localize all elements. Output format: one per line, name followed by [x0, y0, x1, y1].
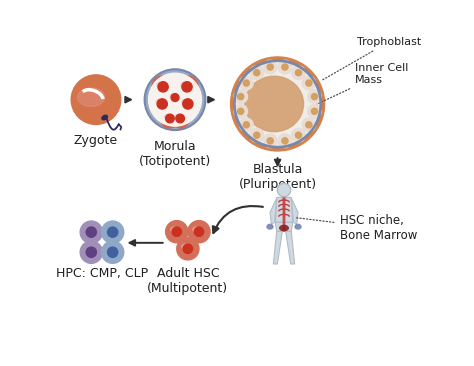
Circle shape	[177, 93, 199, 115]
Polygon shape	[275, 223, 292, 231]
Ellipse shape	[170, 94, 175, 98]
Circle shape	[171, 94, 179, 101]
Circle shape	[267, 138, 273, 144]
Circle shape	[239, 118, 253, 132]
Circle shape	[161, 109, 179, 128]
Circle shape	[152, 76, 174, 98]
Circle shape	[108, 227, 118, 237]
Circle shape	[101, 221, 124, 243]
Text: HSC niche,
Bone Marrow: HSC niche, Bone Marrow	[296, 214, 417, 242]
Ellipse shape	[181, 82, 188, 87]
Circle shape	[295, 132, 301, 138]
Circle shape	[165, 221, 188, 243]
Circle shape	[277, 183, 291, 197]
Circle shape	[302, 76, 316, 90]
Circle shape	[282, 64, 288, 70]
Circle shape	[243, 122, 249, 128]
Ellipse shape	[245, 76, 303, 132]
Circle shape	[194, 227, 204, 236]
Circle shape	[311, 94, 318, 100]
Circle shape	[234, 61, 321, 147]
Circle shape	[101, 241, 124, 263]
Circle shape	[237, 94, 244, 100]
Polygon shape	[275, 197, 292, 223]
Circle shape	[86, 247, 96, 257]
Polygon shape	[270, 198, 277, 224]
Circle shape	[306, 80, 312, 86]
Ellipse shape	[193, 227, 200, 232]
Ellipse shape	[175, 115, 181, 119]
Circle shape	[171, 109, 190, 128]
Circle shape	[311, 108, 318, 114]
Circle shape	[302, 118, 316, 132]
Circle shape	[267, 64, 273, 70]
Circle shape	[254, 132, 260, 138]
Ellipse shape	[295, 224, 301, 229]
Circle shape	[250, 128, 264, 142]
Circle shape	[308, 104, 321, 118]
Circle shape	[306, 122, 312, 128]
Circle shape	[157, 99, 167, 109]
Circle shape	[292, 128, 305, 142]
Circle shape	[177, 238, 199, 260]
Circle shape	[243, 80, 249, 86]
Circle shape	[295, 70, 301, 76]
Circle shape	[108, 247, 118, 257]
Circle shape	[237, 108, 244, 114]
Ellipse shape	[156, 99, 163, 104]
Circle shape	[176, 76, 198, 98]
Circle shape	[80, 221, 102, 243]
Text: Zygote: Zygote	[74, 134, 118, 147]
Circle shape	[234, 104, 247, 118]
Polygon shape	[292, 198, 298, 224]
Ellipse shape	[182, 244, 188, 249]
Text: Adult HSC
(Multipotent): Adult HSC (Multipotent)	[147, 267, 228, 295]
Circle shape	[292, 66, 305, 79]
Circle shape	[264, 134, 277, 147]
Circle shape	[264, 60, 277, 74]
Circle shape	[234, 90, 247, 104]
Ellipse shape	[157, 82, 164, 87]
Circle shape	[254, 70, 260, 76]
Circle shape	[282, 138, 288, 144]
Circle shape	[250, 66, 264, 79]
Circle shape	[308, 90, 321, 104]
Circle shape	[182, 82, 192, 92]
Circle shape	[183, 99, 193, 109]
Circle shape	[278, 60, 292, 74]
Circle shape	[165, 114, 174, 123]
Text: Morula
(Totipotent): Morula (Totipotent)	[139, 140, 211, 168]
Circle shape	[80, 241, 102, 263]
Ellipse shape	[267, 224, 273, 229]
Ellipse shape	[279, 225, 289, 231]
Ellipse shape	[77, 88, 105, 107]
Ellipse shape	[165, 115, 170, 119]
Polygon shape	[273, 231, 283, 264]
Circle shape	[183, 244, 192, 254]
Circle shape	[144, 69, 206, 130]
Circle shape	[146, 71, 204, 128]
Circle shape	[230, 57, 325, 151]
Text: Inner Cell
Mass: Inner Cell Mass	[310, 63, 408, 107]
Text: HPC: CMP, CLP: HPC: CMP, CLP	[56, 267, 148, 280]
Text: Blastula
(Pluripotent): Blastula (Pluripotent)	[238, 163, 317, 191]
Ellipse shape	[171, 227, 177, 232]
Circle shape	[148, 73, 201, 126]
Circle shape	[278, 134, 292, 147]
Circle shape	[166, 89, 183, 106]
Circle shape	[158, 82, 168, 92]
Circle shape	[71, 75, 121, 124]
Circle shape	[176, 114, 184, 123]
Circle shape	[151, 93, 173, 115]
Circle shape	[188, 221, 210, 243]
Circle shape	[86, 227, 96, 237]
Circle shape	[172, 227, 182, 236]
Ellipse shape	[102, 115, 108, 120]
Polygon shape	[286, 231, 295, 264]
FancyArrowPatch shape	[213, 206, 263, 233]
Ellipse shape	[182, 99, 188, 104]
Polygon shape	[283, 197, 285, 231]
Circle shape	[239, 76, 253, 90]
Text: Trophoblast: Trophoblast	[321, 37, 421, 81]
